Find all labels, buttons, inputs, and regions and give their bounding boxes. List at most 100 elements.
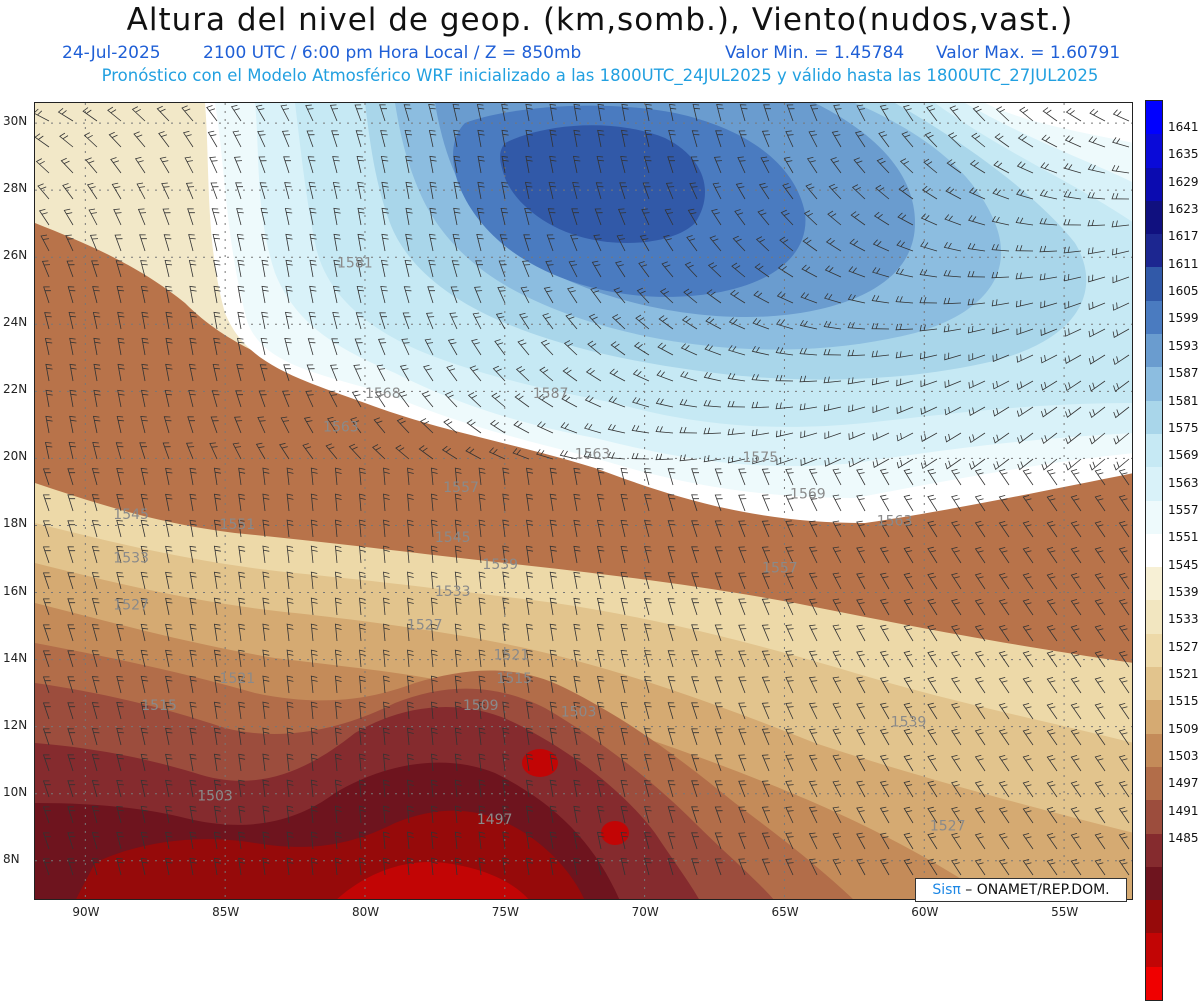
wind-barb: [262, 467, 270, 486]
wind-barb: [213, 259, 221, 278]
wind-barb: [644, 468, 652, 486]
wind-barb: [903, 832, 914, 850]
wind-barb: [286, 623, 294, 642]
contour-label: 1497: [477, 812, 513, 828]
wind-barb: [1016, 327, 1034, 336]
wind-barb: [525, 103, 533, 122]
wind-barb: [943, 269, 962, 278]
wind-barb: [738, 832, 747, 850]
wind-barb: [466, 419, 482, 434]
wind-barb: [968, 432, 986, 444]
wind-barb: [407, 805, 414, 824]
colorbar-swatch: [1146, 267, 1162, 301]
wind-barb: [573, 129, 581, 148]
wind-barb: [41, 260, 51, 278]
wind-barb: [873, 211, 890, 226]
colorbar-swatch: [1146, 700, 1162, 734]
wind-barb: [396, 417, 410, 434]
geopotential-map[interactable]: 1587 1581 1575 1569 1563 1563 1563 1568 1557 1557…: [34, 102, 1133, 900]
wind-barb: [430, 857, 438, 876]
wind-barb: [238, 831, 246, 850]
wind-barb: [761, 728, 770, 746]
wind-barb: [67, 832, 76, 850]
wind-barb: [238, 779, 246, 798]
wind-barb: [707, 262, 722, 278]
wind-barb: [571, 208, 580, 226]
wind-barb: [165, 649, 173, 668]
wind-barb: [189, 337, 197, 356]
colorbar-swatch: [1146, 433, 1162, 468]
wind-barb: [407, 519, 414, 538]
wind-barb: [731, 262, 746, 278]
wind-barb: [832, 780, 842, 798]
wind-barb: [284, 311, 293, 330]
wind-barb: [404, 259, 413, 278]
wind-barb: [478, 519, 486, 538]
wind-barb: [210, 182, 219, 200]
wind-barb: [502, 467, 510, 486]
wind-barb: [332, 181, 341, 200]
wind-barb: [1017, 133, 1034, 148]
wind-barb: [140, 467, 149, 486]
wind-barb: [405, 233, 413, 252]
wind-barb: [310, 545, 318, 564]
wind-barb: [260, 337, 269, 356]
wind-barb: [213, 753, 221, 772]
wind-barb: [165, 597, 173, 616]
wind-barb: [1022, 625, 1034, 642]
wind-barb: [526, 727, 534, 746]
wind-barb: [944, 406, 962, 416]
wind-barb: [136, 182, 146, 200]
wind-barb: [596, 727, 605, 746]
wind-barb: [454, 727, 462, 746]
wind-barb: [189, 519, 197, 538]
wind-barb: [967, 325, 986, 334]
wind-barb: [380, 155, 389, 174]
wind-barb: [1118, 547, 1130, 564]
wind-barb: [189, 571, 197, 590]
wind-barb: [237, 259, 245, 278]
wind-barb: [691, 806, 700, 824]
wind-barb: [998, 651, 1010, 668]
wind-barb: [799, 403, 818, 411]
wind-barb: [378, 338, 387, 356]
wind-barb: [738, 130, 747, 148]
wind-barb: [714, 598, 723, 616]
wind-barb: [381, 181, 389, 200]
lat-tick-label: 14N: [3, 650, 28, 665]
sispi-logo: Sisπ: [932, 882, 961, 898]
wind-barb: [667, 546, 676, 564]
wind-barb: [919, 351, 938, 360]
wind-barb: [549, 571, 557, 590]
wind-barb: [872, 405, 890, 414]
wind-barb: [213, 467, 221, 486]
wind-barb: [453, 129, 461, 148]
wind-barb: [407, 857, 414, 876]
colorbar-swatch: [1146, 167, 1162, 201]
wind-barb: [356, 285, 365, 304]
wind-barb: [854, 130, 866, 148]
wind-barb: [665, 182, 675, 200]
wind-barb: [593, 234, 602, 252]
wind-barb: [59, 132, 74, 148]
wind-barb: [189, 727, 197, 746]
colorbar-label: 1617: [1168, 229, 1199, 244]
wind-barb: [597, 103, 605, 122]
wind-barb: [117, 389, 125, 408]
wind-barb: [116, 546, 124, 564]
wind-barb: [951, 624, 962, 642]
contour-label: 1515: [496, 671, 532, 687]
wind-barb: [238, 545, 246, 564]
wind-barb: [799, 375, 818, 383]
wind-barb: [67, 520, 76, 538]
wind-barb: [1040, 300, 1058, 309]
wind-barb: [927, 832, 938, 850]
wind-barb: [875, 184, 890, 200]
wind-barb: [946, 159, 962, 174]
wind-barb: [69, 415, 77, 434]
wind-barb: [42, 806, 51, 824]
wind-barb: [596, 155, 605, 174]
wind-barb: [430, 779, 438, 798]
wind-barb: [610, 341, 626, 356]
wind-barb: [452, 103, 461, 122]
